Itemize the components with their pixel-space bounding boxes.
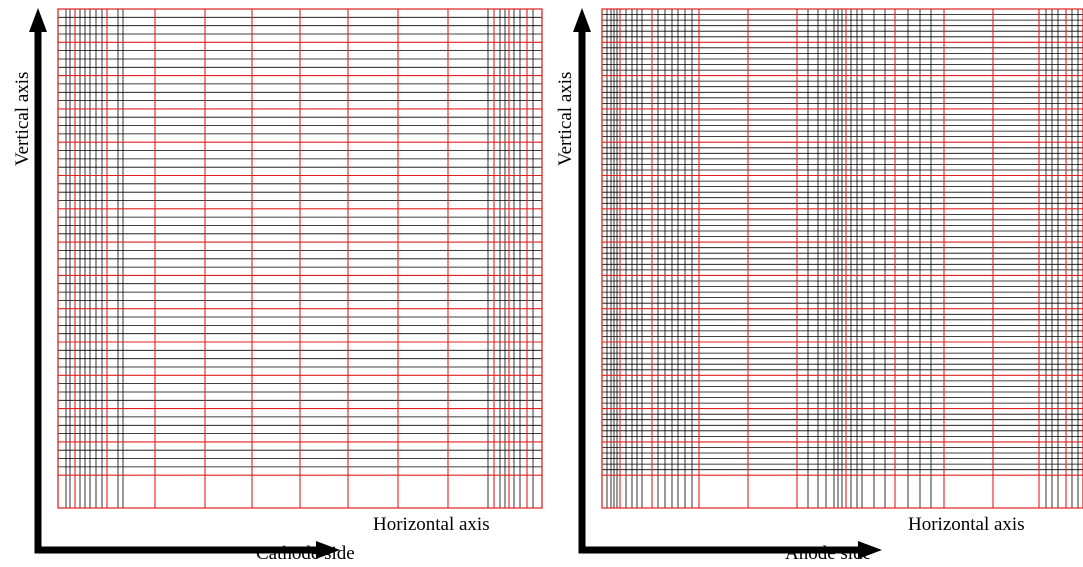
cathode-caption: Cathode side xyxy=(256,543,355,564)
cathode-horizontal-axis-label: Horizontal axis xyxy=(373,514,490,535)
anode-vertical-axis-label: Vertical axis xyxy=(555,71,576,166)
anode-caption: Anode side xyxy=(785,543,872,564)
cathode-vertical-axis-label: Vertical axis xyxy=(12,71,33,166)
anode-horizontal-axis-label: Horizontal axis xyxy=(908,514,1025,535)
cathode-vertical-axis-arrowhead xyxy=(29,8,47,32)
anode-mesh-border xyxy=(601,8,1083,509)
cathode-panel: Vertical axis Horizontal axis Cathode si… xyxy=(12,8,543,564)
cathode-mesh-diagram xyxy=(29,8,543,559)
anode-mesh-diagram xyxy=(573,8,1083,559)
anode-panel: Vertical axis Horizontal axis Anode side xyxy=(545,0,1083,567)
cathode-horizontal-axis-arrowhead xyxy=(316,541,340,559)
anode-horizontal-axis-arrowhead xyxy=(858,541,882,559)
anode-vertical-axis-arrowhead xyxy=(573,8,591,32)
cathode-mesh-border xyxy=(57,8,543,509)
